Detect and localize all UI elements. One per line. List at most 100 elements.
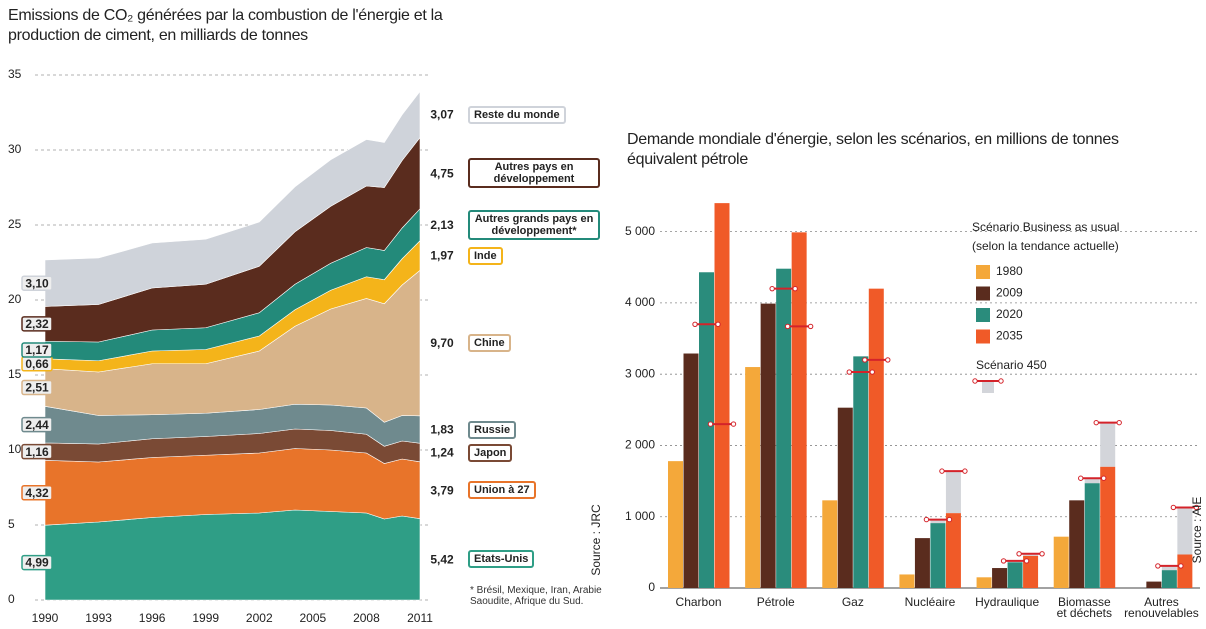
x-tick-label: Nucléaire [905, 595, 956, 609]
scenario-dot [784, 323, 791, 330]
bar [992, 568, 1008, 588]
scenario-dot [1116, 419, 1122, 426]
bar [714, 203, 730, 589]
scenario-marker [1000, 558, 1030, 564]
y-tick-label: 15 [8, 367, 22, 381]
bar [760, 303, 776, 588]
x-tick-label: Gaz [842, 595, 864, 609]
x-tick-label: et déchets [1057, 606, 1112, 620]
legend-swatch [982, 381, 994, 393]
scenario-gap [1100, 422, 1116, 467]
scenario-gap [1177, 507, 1193, 555]
y-tick-label: 20 [8, 292, 22, 306]
scenario-dot [1000, 558, 1007, 564]
legend-entry: Autres pays en développement [468, 158, 600, 189]
scenario-dot [1155, 563, 1161, 569]
bar [791, 232, 807, 588]
scenario-dot [1178, 563, 1184, 569]
legend-label: 2020 [996, 307, 1023, 321]
y-tick-label: 3 000 [625, 366, 655, 380]
scenario-dot [715, 321, 721, 327]
value-label-box [21, 275, 53, 291]
value-label: 1,24 [430, 446, 454, 460]
scenario-marker [1093, 419, 1122, 426]
y-tick-label: 2 000 [625, 438, 655, 452]
value-label: 3,10 [25, 276, 49, 290]
scenario-gap [1161, 565, 1177, 571]
bar [683, 353, 699, 588]
legend-swatch [976, 329, 990, 344]
value-label: 2,51 [25, 381, 49, 395]
value-label-box [21, 316, 53, 332]
value-label: 3,07 [430, 108, 454, 122]
legend-entry: Chine [468, 334, 511, 353]
x-tick-label: 1993 [85, 611, 112, 625]
x-tick-label: 1999 [192, 611, 219, 625]
legend-label: 2009 [996, 286, 1023, 300]
x-tick-label: 2002 [246, 611, 273, 625]
bar [837, 407, 853, 588]
legend-swatch [972, 378, 978, 384]
scenario-dot [792, 285, 798, 292]
bar [822, 500, 838, 588]
legend-title: Scénario Business as usual [972, 220, 1119, 234]
x-tick-label: Biomasse [1058, 595, 1111, 609]
scenario-dot [1170, 504, 1177, 511]
y-tick-label: 0 [648, 580, 655, 594]
value-label: 1,16 [25, 445, 49, 459]
bar [899, 574, 915, 588]
y-tick-label: 35 [8, 67, 22, 81]
scenario-dot [1023, 558, 1030, 564]
scenario-marker [1016, 551, 1045, 557]
value-label: 1,83 [430, 423, 454, 437]
legend-entry: Etats-Unis [468, 550, 535, 569]
scenario-dot [846, 369, 852, 375]
y-tick-label: 5 000 [625, 224, 655, 238]
bar [745, 367, 761, 588]
x-tick-label: Charbon [676, 595, 722, 609]
value-label-box [21, 342, 53, 358]
scenario-marker [1170, 504, 1200, 511]
bar [930, 523, 946, 588]
bar [976, 577, 992, 588]
legend-label: 1980 [996, 264, 1023, 278]
legend-entry: Union à 27 [468, 481, 536, 500]
legend-swatch [998, 378, 1004, 384]
value-label: 0,66 [25, 357, 49, 371]
scenario-dot [946, 516, 953, 523]
value-label-box [21, 379, 53, 396]
scenario-dot [869, 369, 875, 375]
value-label-box [21, 416, 53, 433]
bar [1146, 581, 1162, 588]
legend-label: 2035 [996, 329, 1023, 343]
y-tick-label: 10 [8, 442, 22, 456]
source: Source : JRC [589, 504, 603, 576]
scenario-dot [885, 357, 891, 363]
scenario-dot [707, 421, 714, 427]
scenario-gap [1084, 478, 1100, 484]
bar [1100, 466, 1116, 588]
scenario-marker [707, 421, 737, 427]
scenario-dot [769, 285, 775, 292]
scenario-dot [1193, 504, 1200, 511]
scenario-marker [923, 516, 953, 523]
scenario-gap [1023, 553, 1039, 556]
legend-entry: Reste du monde [468, 105, 566, 124]
value-label: 2,32 [25, 317, 49, 331]
value-label: 5,42 [430, 553, 454, 567]
y-tick-label: 1 000 [625, 509, 655, 523]
legend-label: Scénario 450 [976, 358, 1047, 372]
legend-entry: Japon [468, 443, 513, 462]
legend-swatch [976, 308, 990, 322]
bar [853, 356, 869, 588]
x-tick-label: Autres [1144, 595, 1179, 609]
x-tick-label: Pétrole [757, 595, 795, 609]
x-tick-label: Hydraulique [975, 595, 1039, 609]
legend-entry: Inde [468, 246, 503, 265]
scenario-marker [769, 285, 798, 292]
scenario-marker [784, 323, 814, 330]
scenario-marker [846, 369, 875, 375]
y-tick-label: 4 000 [625, 295, 655, 309]
value-label: 4,32 [25, 486, 49, 500]
value-label: 1,17 [25, 343, 49, 357]
